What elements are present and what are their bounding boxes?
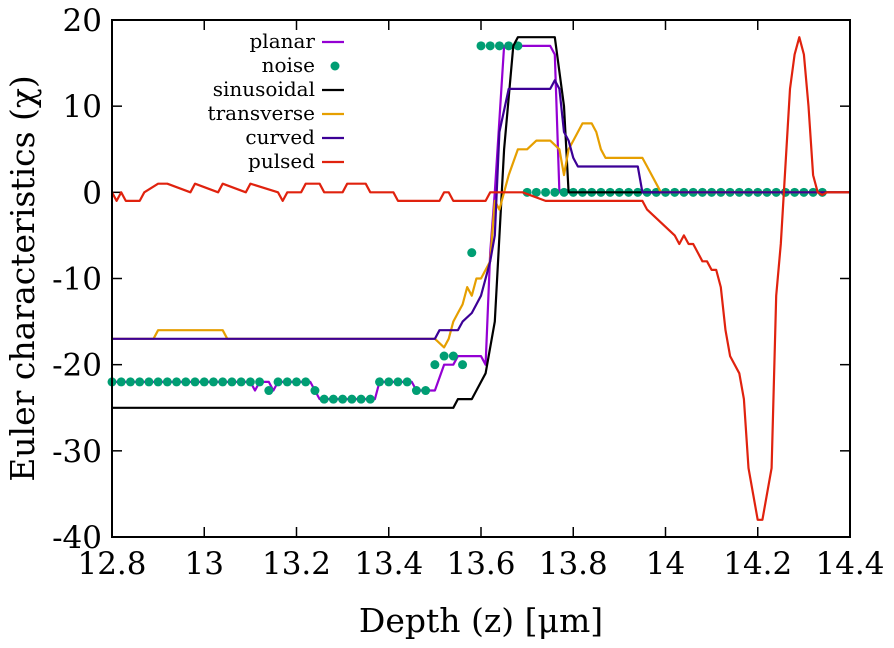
data-point-noise <box>273 377 283 387</box>
series-layer <box>107 36 850 521</box>
data-point-noise <box>365 394 375 404</box>
data-point-noise <box>393 377 403 387</box>
y-tick-label: -10 <box>52 262 102 298</box>
x-tick-label: 14 <box>646 546 685 582</box>
x-tick-label: 13.8 <box>539 546 608 582</box>
x-tick-label: 13.6 <box>446 546 515 582</box>
legend-label-sinusoidal: sinusoidal <box>213 77 315 101</box>
data-point-noise <box>402 377 412 387</box>
data-point-noise <box>292 377 301 387</box>
legend-label-curved: curved <box>245 125 315 149</box>
data-point-noise <box>494 41 504 51</box>
plot-frame <box>111 19 851 538</box>
data-point-noise <box>190 377 200 387</box>
data-point-noise <box>375 377 385 387</box>
legend-label-noise: noise <box>262 53 315 77</box>
series-line-transverse <box>112 122 850 349</box>
data-point-noise <box>476 41 486 51</box>
y-tick-label: 20 <box>63 3 102 39</box>
data-point-noise <box>338 394 348 404</box>
data-point-noise <box>264 386 274 396</box>
data-point-noise <box>181 377 191 387</box>
data-point-noise <box>411 386 421 396</box>
data-point-noise <box>559 187 569 197</box>
data-point-noise <box>328 394 338 404</box>
data-point-noise <box>504 41 514 51</box>
data-point-noise <box>319 394 329 404</box>
x-tick-label: 14.2 <box>723 546 792 582</box>
data-point-noise <box>347 394 357 404</box>
data-point-noise <box>153 377 163 387</box>
data-point-noise <box>172 377 182 387</box>
legend-label-pulsed: pulsed <box>248 149 315 173</box>
data-point-noise <box>162 377 172 387</box>
data-point-noise <box>125 377 135 387</box>
data-point-noise <box>218 377 228 387</box>
data-point-noise <box>531 187 541 197</box>
data-point-noise <box>282 377 292 387</box>
x-tick-label: 13 <box>185 546 224 582</box>
data-point-noise <box>301 377 311 387</box>
data-point-noise <box>541 187 551 197</box>
x-tick-label: 12.8 <box>77 546 146 582</box>
data-point-noise <box>310 386 320 396</box>
x-axis-label: Depth (z) [μm] <box>359 601 603 640</box>
data-point-noise <box>116 377 126 387</box>
x-tick-label: 14.4 <box>815 546 884 582</box>
y-tick-label: 10 <box>63 89 102 125</box>
y-tick-label: -20 <box>52 348 102 384</box>
data-point-noise <box>255 377 265 387</box>
data-point-noise <box>439 351 449 361</box>
legend-swatch-noise <box>330 61 340 71</box>
data-point-noise <box>467 248 477 258</box>
y-tick-label: -30 <box>52 434 102 470</box>
series-line-pulsed <box>111 36 850 521</box>
legend-label-planar: planar <box>250 29 316 53</box>
data-point-noise <box>144 377 154 387</box>
series-line-curved <box>112 79 850 340</box>
data-point-noise <box>550 187 560 197</box>
data-point-noise <box>458 360 468 370</box>
data-point-noise <box>208 377 218 387</box>
data-point-noise <box>485 41 495 51</box>
x-tick-label: 13.2 <box>262 546 331 582</box>
data-point-noise <box>199 377 209 387</box>
data-point-noise <box>356 394 366 404</box>
data-point-noise <box>421 386 431 396</box>
tick-layer: 12.8 13 13.2 13.4 13.6 13.8 14 14.2 14.4 -40 -30 -2… <box>52 3 884 582</box>
data-point-noise <box>135 377 145 387</box>
y-axis-label: Euler characteristics (χ) <box>3 75 42 482</box>
legend: planarnoisesinusoidaltransversecurvedpul… <box>208 29 344 173</box>
data-point-noise <box>227 377 237 387</box>
legend-label-transverse: transverse <box>208 101 315 125</box>
y-tick-label: 0 <box>82 175 102 211</box>
data-point-noise <box>384 377 394 387</box>
series-line-sinusoidal <box>112 36 850 409</box>
data-point-noise <box>430 360 440 370</box>
data-point-noise <box>448 351 458 361</box>
x-tick-label: 13.4 <box>354 546 423 582</box>
data-point-noise <box>236 377 246 387</box>
y-tick-label: -40 <box>52 520 102 556</box>
data-point-noise <box>245 377 255 387</box>
